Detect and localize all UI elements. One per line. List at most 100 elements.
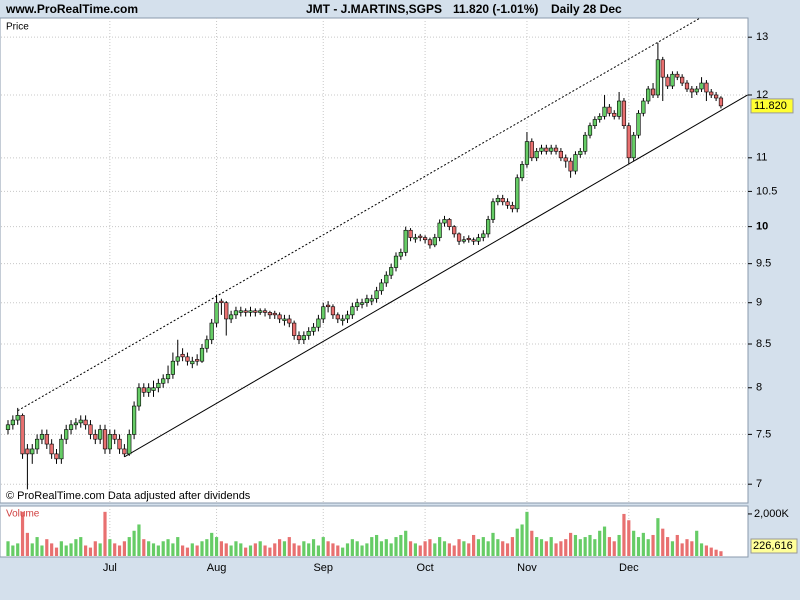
candle-body — [481, 233, 486, 238]
candle-body — [456, 233, 462, 242]
period: Daily — [551, 2, 580, 16]
candle-body — [330, 306, 336, 316]
volume-bar — [695, 530, 699, 556]
candle-body — [568, 160, 573, 172]
volume-bar — [476, 539, 481, 556]
volume-bar — [331, 543, 335, 556]
candle-body — [369, 298, 374, 302]
volume-bar — [113, 543, 117, 556]
candle-body — [553, 147, 559, 152]
candle-body — [233, 310, 239, 316]
candle-body — [626, 125, 631, 159]
volume-bar — [578, 539, 582, 556]
volume-bar — [399, 534, 403, 556]
candle-body — [5, 424, 11, 430]
volume-bar — [510, 537, 514, 556]
candle-body — [655, 59, 660, 96]
volume-bar — [50, 543, 54, 556]
volume-bar — [365, 543, 369, 556]
volume-bar — [675, 534, 679, 556]
candle-body — [597, 116, 602, 120]
volume-bar — [210, 532, 214, 556]
candle-body — [122, 448, 127, 455]
volume-bar — [539, 539, 544, 556]
x-tick-label: Oct — [417, 562, 434, 574]
volume-bar — [132, 530, 136, 556]
volume-bar — [370, 537, 374, 556]
candle-body — [549, 147, 554, 152]
candle-body — [510, 204, 515, 210]
candle-body — [306, 331, 311, 336]
y-tick-label: 11 — [756, 152, 767, 164]
trendline — [124, 94, 748, 458]
volume-bar — [311, 539, 316, 556]
candle-body — [287, 318, 292, 324]
price-change: 11.820 (-1.01%) — [453, 2, 538, 16]
candle-body — [718, 97, 724, 107]
volume-bar — [98, 543, 102, 556]
candle-body — [34, 438, 40, 450]
volume-bar — [268, 547, 272, 556]
volume-bar — [195, 545, 199, 556]
volume-bar — [583, 537, 587, 556]
volume-bar — [108, 539, 112, 556]
candle-body — [64, 429, 69, 440]
volume-bar — [350, 539, 354, 556]
candle-body — [88, 424, 93, 435]
candle-body — [505, 201, 510, 206]
last-price-box — [750, 98, 794, 114]
volume-bar — [457, 539, 461, 556]
candle-body — [422, 237, 428, 241]
candle-body — [321, 306, 326, 320]
volume-bar — [74, 539, 78, 556]
volume-bar — [714, 549, 718, 556]
candle-body — [253, 310, 258, 313]
volume-bar — [452, 545, 456, 556]
candle-body — [689, 88, 694, 93]
volume-bar — [467, 543, 471, 556]
candle-body — [631, 134, 636, 159]
candle-body — [151, 387, 156, 391]
candle-body — [136, 387, 142, 407]
volume-bar — [462, 541, 466, 556]
candle-body — [699, 82, 704, 90]
volume-bar — [491, 532, 495, 556]
candle-body — [185, 356, 190, 362]
volume-bar — [423, 541, 427, 556]
volume-bar — [394, 537, 398, 556]
candle-body — [389, 267, 394, 276]
x-tick-label: Sep — [313, 562, 333, 574]
candle-body — [49, 443, 54, 455]
y-tick-label: 7 — [756, 478, 762, 490]
candle-body — [529, 141, 534, 159]
candle-body — [616, 100, 622, 117]
candle-body — [393, 255, 399, 268]
candle-body — [345, 314, 350, 320]
volume-label: Volume — [6, 509, 40, 520]
volume-bar — [593, 539, 597, 556]
candle-body — [190, 360, 195, 365]
candle-body — [384, 274, 389, 284]
candle-body — [675, 73, 680, 78]
volume-bar — [321, 537, 325, 556]
volume-bar — [685, 539, 689, 556]
volume-bar — [709, 547, 713, 556]
candle-body — [98, 429, 103, 440]
volume-bar — [656, 518, 660, 556]
volume-bar — [632, 530, 636, 556]
volume-bar — [122, 541, 126, 556]
candle-body — [229, 314, 234, 320]
volume-bar — [205, 539, 209, 556]
price-panel — [0, 17, 749, 504]
volume-bar — [219, 541, 223, 556]
y-tick-label: 8 — [756, 382, 762, 394]
candle-body — [59, 438, 64, 460]
candle-body — [224, 302, 229, 320]
candle-body — [442, 219, 447, 224]
volume-bar — [307, 543, 311, 556]
candle-body — [15, 415, 20, 421]
volume-bar — [142, 539, 146, 556]
candle-body — [660, 59, 665, 78]
volume-bar — [287, 537, 291, 556]
candle-body — [39, 434, 45, 440]
